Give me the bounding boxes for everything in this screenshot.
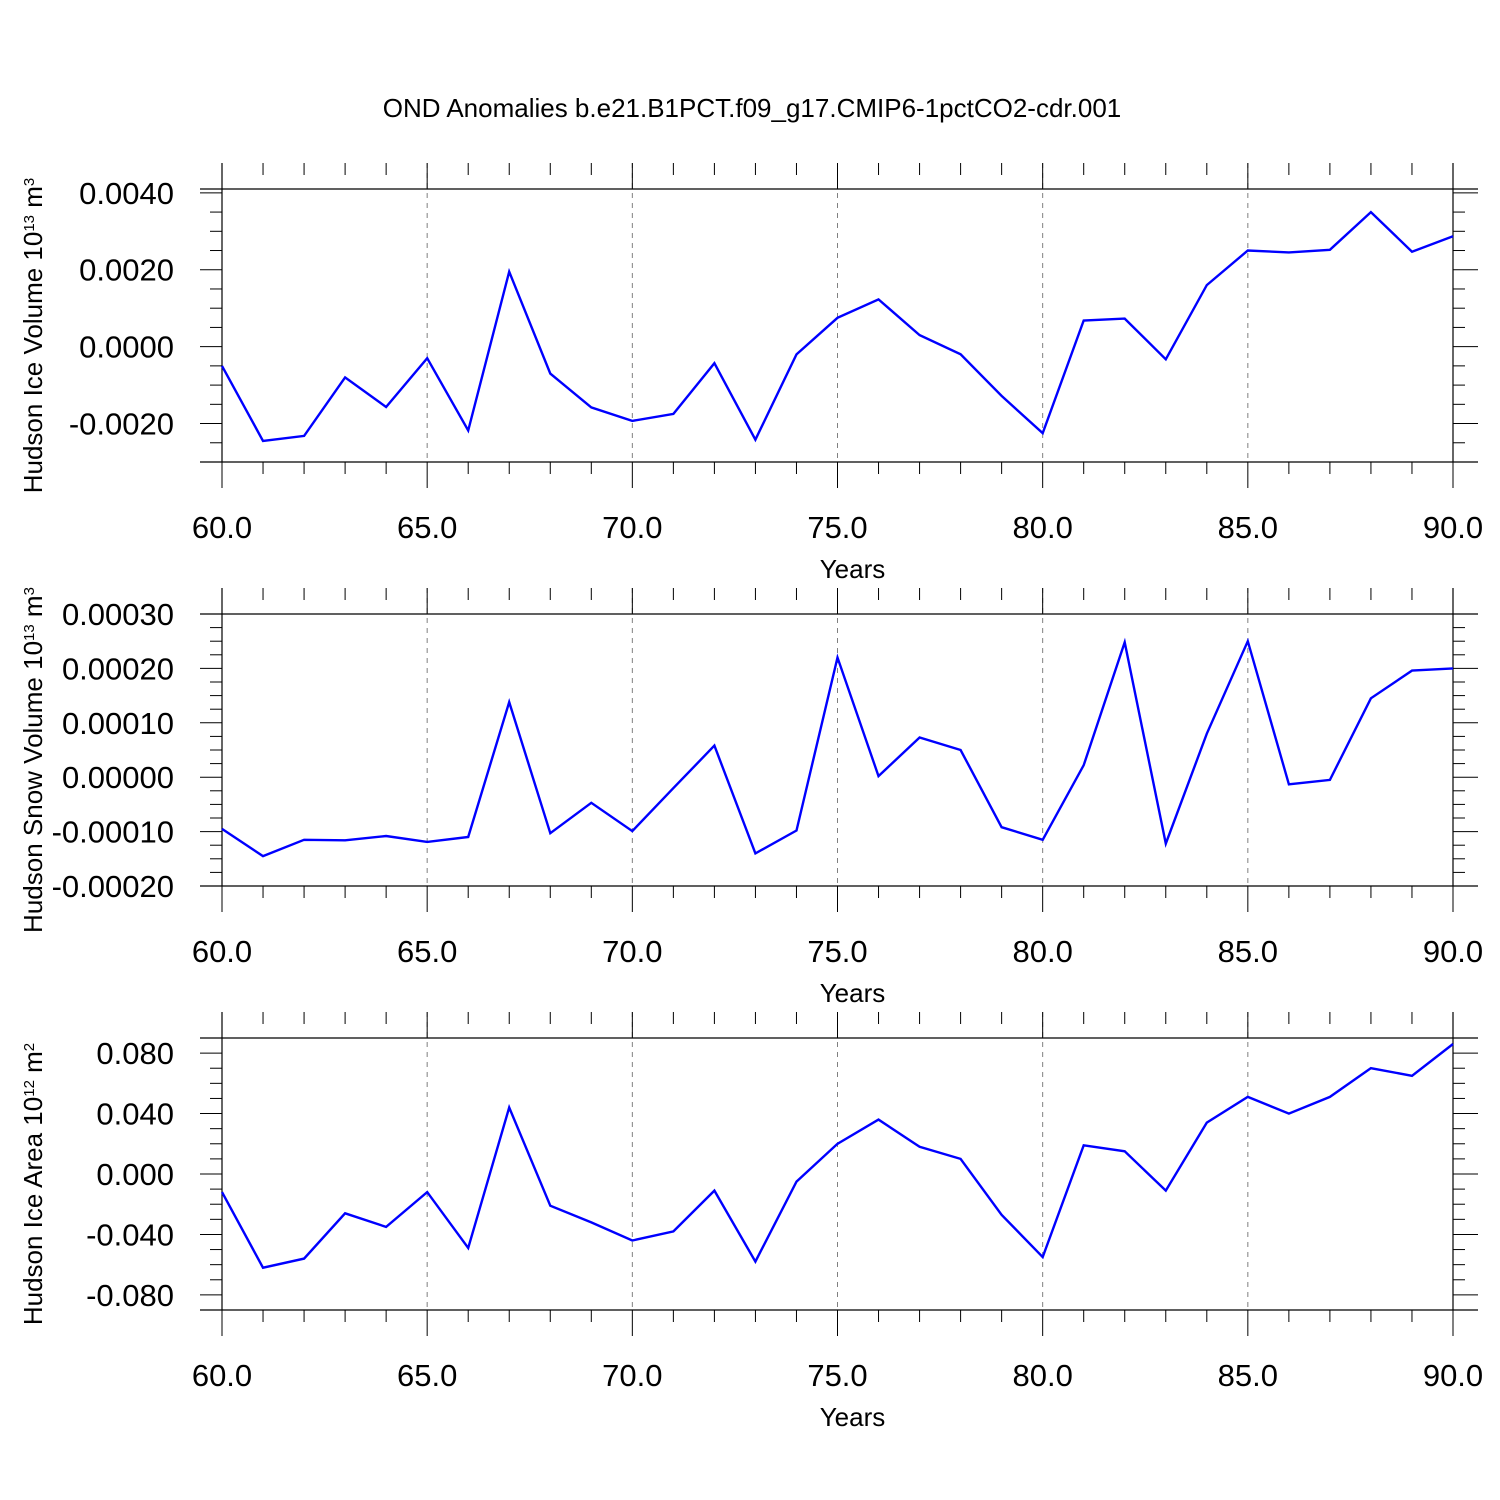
y-tick-label: -0.00020: [52, 869, 174, 904]
y-tick-label: 0.0040: [79, 176, 174, 211]
y-axis-label-exponent: 13: [21, 215, 38, 232]
x-axis-label: Years: [820, 978, 886, 1008]
y-tick-label: -0.040: [86, 1217, 174, 1252]
x-tick-label: 60.0: [192, 934, 252, 969]
x-tick-label: 85.0: [1218, 510, 1278, 545]
x-tick-label: 60.0: [192, 1358, 252, 1393]
y-tick-label: 0.040: [96, 1097, 174, 1132]
y-axis-label-exponent: 3: [21, 587, 38, 595]
y-axis-label: Hudson Ice Volume 1013 m3: [18, 178, 48, 494]
x-tick-label: 75.0: [807, 1358, 867, 1393]
y-axis-label-part: m: [18, 595, 48, 624]
y-tick-label: -0.080: [86, 1278, 174, 1313]
y-tick-label: 0.000: [96, 1157, 174, 1192]
y-axis-label-exponent: 13: [21, 624, 38, 641]
y-tick-label: 0.00000: [62, 760, 174, 795]
x-tick-label: 80.0: [1012, 510, 1072, 545]
y-axis-label-part: Hudson Ice Volume 10: [18, 232, 48, 494]
x-tick-label: 60.0: [192, 510, 252, 545]
y-axis-label-part: m: [18, 186, 48, 215]
y-tick-label: -0.0020: [69, 407, 174, 442]
figure-title: OND Anomalies b.e21.B1PCT.f09_g17.CMIP6-…: [383, 93, 1122, 123]
x-tick-label: 85.0: [1218, 934, 1278, 969]
y-tick-label: 0.00030: [62, 597, 174, 632]
x-tick-label: 70.0: [602, 1358, 662, 1393]
ice-area-panel: 0.080 0.040 0.000 -0.040 -0.080 60.0 65.0 70.0 7…: [18, 1012, 1483, 1432]
series-line: [220, 1043, 1454, 1270]
y-axis-label-exponent: 2: [21, 1043, 38, 1051]
x-tick-label: 75.0: [807, 934, 867, 969]
y-axis-label-part: Hudson Ice Area 10: [18, 1097, 48, 1325]
y-tick-label: 0.0000: [79, 330, 174, 365]
x-tick-label: 70.0: [602, 934, 662, 969]
series-line: [221, 637, 1454, 858]
snow-volume-panel: 0.00030 0.00020 0.00010 0.00000 -0.00010 -0.0…: [18, 587, 1483, 1008]
ice-volume-panel: 0.0040 0.0020 0.0000 -0.0020 60.0 65.0 70.0 75.…: [18, 163, 1483, 584]
y-axis-label-part: m: [18, 1051, 48, 1080]
x-tick-label: 75.0: [807, 510, 867, 545]
x-tick-label: 65.0: [397, 934, 457, 969]
x-tick-label: 65.0: [397, 1358, 457, 1393]
y-tick-label: 0.080: [96, 1036, 174, 1071]
x-tick-label: 65.0: [397, 510, 457, 545]
x-tick-label: 70.0: [602, 510, 662, 545]
x-tick-label: 90.0: [1423, 934, 1483, 969]
y-axis-label: Hudson Ice Area 1012 m2: [18, 1043, 48, 1325]
x-axis-label: Years: [820, 1402, 886, 1432]
series-line: [220, 210, 1454, 443]
y-tick-label: 0.0020: [79, 253, 174, 288]
x-tick-label: 90.0: [1423, 1358, 1483, 1393]
y-axis-label-exponent: 12: [21, 1080, 38, 1097]
y-axis-label-exponent: 3: [21, 178, 38, 186]
y-tick-label: 0.00020: [62, 651, 174, 686]
x-tick-label: 80.0: [1012, 1358, 1072, 1393]
x-tick-label: 90.0: [1423, 510, 1483, 545]
y-tick-label: 0.00010: [62, 706, 174, 741]
y-axis-label: Hudson Snow Volume 1013 m3: [18, 587, 48, 933]
x-tick-label: 85.0: [1218, 1358, 1278, 1393]
y-tick-label: -0.00010: [52, 815, 174, 850]
y-axis-label-part: Hudson Snow Volume 10: [18, 641, 48, 933]
x-tick-label: 80.0: [1012, 934, 1072, 969]
x-axis-label: Years: [820, 554, 886, 584]
